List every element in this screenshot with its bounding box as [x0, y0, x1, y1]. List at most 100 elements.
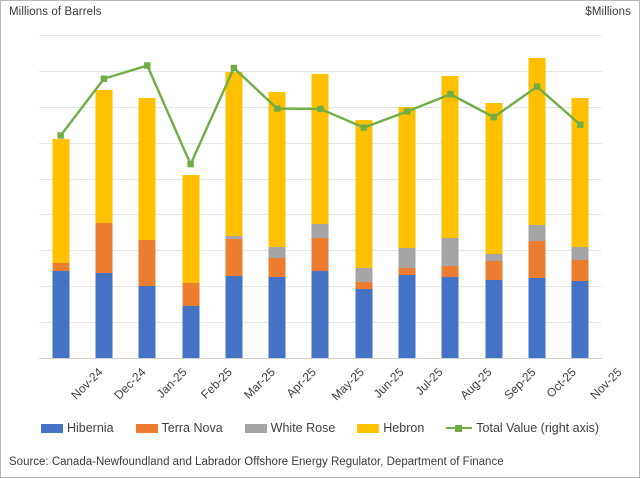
stacked-bar[interactable]: [182, 174, 200, 358]
bar-segment-terra-nova[interactable]: [95, 223, 113, 273]
legend-item-terra-nova[interactable]: Terra Nova: [135, 421, 223, 435]
bar-segment-white-rose[interactable]: [355, 268, 373, 283]
stacked-bar[interactable]: [355, 120, 373, 358]
color-swatch-icon: [135, 423, 158, 433]
bar-segment-hebron[interactable]: [225, 72, 243, 237]
stacked-bar[interactable]: [138, 97, 156, 358]
stacked-bar[interactable]: [52, 139, 70, 358]
bar-group[interactable]: [559, 35, 602, 358]
bar-segment-hibernia[interactable]: [182, 306, 200, 358]
bar-group[interactable]: [385, 35, 428, 358]
bar-segment-white-rose[interactable]: [571, 247, 589, 260]
bar-segment-hebron[interactable]: [441, 75, 459, 238]
x-axis-tick: Oct-25: [543, 365, 579, 401]
bar-segment-terra-nova[interactable]: [528, 241, 546, 278]
stacked-bar[interactable]: [528, 58, 546, 358]
bar-segment-white-rose[interactable]: [398, 248, 416, 268]
bar-segment-hibernia[interactable]: [225, 275, 243, 358]
bar-segment-terra-nova[interactable]: [52, 263, 70, 272]
bar-segment-terra-nova[interactable]: [182, 282, 200, 307]
bar-segment-hebron[interactable]: [398, 106, 416, 249]
bar-group[interactable]: [39, 35, 82, 358]
bar-segment-hebron[interactable]: [182, 174, 200, 283]
bar-segment-hebron[interactable]: [311, 74, 329, 224]
stacked-bar[interactable]: [485, 102, 503, 358]
legend-label: Terra Nova: [161, 421, 223, 435]
bar-segment-hebron[interactable]: [268, 92, 286, 247]
bar-segment-hebron[interactable]: [485, 102, 503, 254]
bar-segment-hibernia[interactable]: [398, 275, 416, 358]
legend-label: Hibernia: [66, 421, 114, 435]
bar-group[interactable]: [472, 35, 515, 358]
bar-segment-hebron[interactable]: [355, 120, 373, 269]
bar-segment-terra-nova[interactable]: [485, 261, 503, 281]
bar-segment-terra-nova[interactable]: [398, 267, 416, 276]
color-swatch-icon: [40, 423, 63, 433]
bar-segment-terra-nova[interactable]: [138, 239, 156, 286]
stacked-bar[interactable]: [571, 97, 589, 358]
bar-group[interactable]: [212, 35, 255, 358]
bar-group[interactable]: [342, 35, 385, 358]
bar-segment-terra-nova[interactable]: [441, 266, 459, 277]
bar-segment-hebron[interactable]: [571, 97, 589, 248]
bar-group[interactable]: [429, 35, 472, 358]
stacked-bar[interactable]: [95, 89, 113, 358]
stacked-bar[interactable]: [441, 75, 459, 358]
bar-segment-terra-nova[interactable]: [355, 282, 373, 289]
bar-segment-hibernia[interactable]: [571, 281, 589, 358]
bar-segment-hebron[interactable]: [52, 139, 70, 264]
legend-item-total-value-right-axis[interactable]: Total Value (right axis): [446, 421, 599, 435]
bar-segment-terra-nova[interactable]: [571, 259, 589, 282]
bar-segment-white-rose[interactable]: [225, 236, 243, 239]
bar-segment-hebron[interactable]: [95, 89, 113, 224]
bar-segment-white-rose[interactable]: [268, 246, 286, 258]
plot-area: 9876543210 9008007006005004003002001000: [39, 35, 602, 359]
bar-segment-hibernia[interactable]: [441, 276, 459, 358]
bar-segment-terra-nova[interactable]: [268, 257, 286, 277]
bar-segment-hebron[interactable]: [138, 97, 156, 240]
legend-label: Total Value (right axis): [476, 421, 600, 435]
bar-segment-hibernia[interactable]: [528, 277, 546, 358]
bar-segment-hibernia[interactable]: [95, 272, 113, 358]
bar-group[interactable]: [126, 35, 169, 358]
chart-legend: Hibernia Terra Nova White Rose Hebron Total …: [1, 421, 639, 435]
source-note: Source: Canada-Newfoundland and Labrador…: [9, 456, 504, 468]
bar-group[interactable]: [82, 35, 125, 358]
x-axis-tick: May-25: [328, 365, 367, 404]
legend-item-white-rose[interactable]: White Rose: [244, 421, 336, 435]
color-swatch-icon: [357, 423, 380, 433]
bar-segment-white-rose[interactable]: [441, 237, 459, 267]
bar-segment-hibernia[interactable]: [311, 271, 329, 358]
stacked-bar[interactable]: [225, 72, 243, 358]
bar-segment-hibernia[interactable]: [485, 280, 503, 358]
x-axis-tick: Nov-25: [587, 365, 625, 403]
legend-item-hibernia[interactable]: Hibernia: [40, 421, 114, 435]
x-axis-tick: Sep-25: [501, 365, 539, 403]
stacked-bar[interactable]: [268, 92, 286, 358]
bar-segment-hibernia[interactable]: [138, 285, 156, 358]
bar-segment-hibernia[interactable]: [268, 276, 286, 358]
stacked-bar[interactable]: [398, 106, 416, 358]
x-axis-tick: Mar-25: [241, 365, 278, 402]
x-axis-tick: Jun-25: [370, 365, 407, 401]
bar-group[interactable]: [299, 35, 342, 358]
x-axis-tick: Aug-25: [457, 365, 496, 403]
bar-segment-white-rose[interactable]: [485, 253, 503, 262]
bar-segment-terra-nova[interactable]: [225, 238, 243, 276]
gridline: [39, 35, 602, 36]
x-axis-tick: Dec-24: [111, 365, 149, 403]
bar-segment-hibernia[interactable]: [52, 271, 70, 358]
bar-group[interactable]: [169, 35, 212, 358]
bar-segment-white-rose[interactable]: [528, 225, 546, 242]
bar-group[interactable]: [256, 35, 299, 358]
stacked-bar[interactable]: [311, 74, 329, 358]
bar-segment-white-rose[interactable]: [311, 223, 329, 239]
bar-segment-terra-nova[interactable]: [311, 238, 329, 272]
legend-item-hebron[interactable]: Hebron: [357, 421, 424, 435]
bar-segment-hebron[interactable]: [528, 58, 546, 226]
bar-group[interactable]: [515, 35, 558, 358]
x-axis-tick: Feb-25: [197, 365, 235, 402]
bar-segment-hibernia[interactable]: [355, 288, 373, 358]
legend-label: White Rose: [270, 421, 336, 435]
